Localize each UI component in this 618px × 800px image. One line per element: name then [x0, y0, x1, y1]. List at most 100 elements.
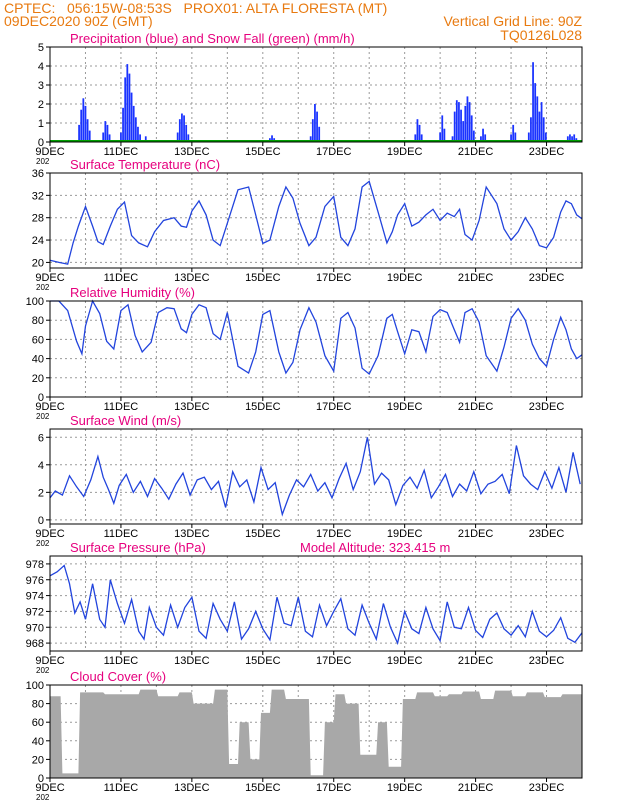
x-tick-label: 17DEC [316, 782, 352, 794]
x-tick-label: 23DEC [529, 782, 565, 794]
plot-frame [49, 684, 583, 779]
precip-bar [82, 98, 85, 142]
precip-bar [187, 134, 190, 142]
x-tick-label: 13DEC [174, 528, 210, 540]
precip-bar [512, 124, 515, 142]
x-year-label: 202 [36, 666, 50, 675]
precip-bar [514, 132, 517, 142]
precip-bar [130, 92, 133, 142]
precip-bar [132, 105, 135, 142]
y-tick-label: 0 [38, 392, 44, 404]
x-tick-label: 17DEC [316, 528, 352, 540]
precip-bar [540, 102, 543, 142]
precip-bar [137, 126, 139, 142]
precip-bar [106, 124, 109, 142]
precip-bar [414, 134, 417, 142]
y-tick-label: 976 [26, 575, 44, 587]
x-tick-label: 11DEC [104, 655, 139, 667]
precip-bar [451, 136, 454, 142]
precip-bar [439, 132, 442, 142]
precip-bar [316, 111, 318, 142]
x-tick-label: 13DEC [174, 146, 210, 158]
precip-bar [176, 132, 179, 142]
precip-bar [482, 128, 484, 142]
x-tick-label: 15DEC [245, 782, 281, 794]
precip-bar [460, 109, 462, 142]
y-tick-label: 20 [32, 257, 44, 269]
panel-title: Precipitation (blue) and Snow Fall (gree… [70, 31, 355, 46]
y-tick-label: 978 [26, 559, 44, 571]
header-station: CPTEC: 056:15W-08:53S PROX01: ALTA FLORE… [4, 0, 388, 16]
x-tick-label: 21DEC [458, 528, 494, 540]
x-tick-label: 13DEC [174, 272, 210, 284]
x-tick-label: 15DEC [245, 528, 281, 540]
y-tick-label: 0 [38, 773, 44, 785]
x-tick-label: 21DEC [458, 146, 494, 158]
precip-bar [484, 134, 487, 142]
y-tick-label: 20 [32, 373, 44, 385]
y-tick-label: 970 [26, 622, 44, 634]
x-tick-label: 23DEC [529, 401, 565, 413]
precip-bar [538, 111, 541, 142]
precip-bar [144, 136, 147, 142]
panel-title: Surface Pressure (hPa) [70, 540, 206, 555]
precip-bar [318, 126, 321, 142]
precip-bar [510, 134, 512, 142]
y-tick-label: 80 [32, 699, 44, 711]
y-tick-label: 20 [32, 754, 44, 766]
x-tick-label: 15DEC [245, 146, 281, 158]
plot-frame [49, 300, 583, 398]
x-tick-label: 9DEC [35, 782, 64, 794]
x-tick-label: 23DEC [529, 655, 565, 667]
y-tick-label: 36 [32, 168, 44, 180]
y-tick-label: 1 [38, 118, 44, 130]
x-tick-label: 15DEC [245, 401, 281, 413]
precip-bar [183, 115, 185, 142]
x-tick-label: 13DEC [174, 401, 210, 413]
precip-bar [271, 135, 273, 142]
y-tick-label: 60 [32, 717, 44, 729]
y-tick-label: 2 [38, 487, 44, 499]
x-tick-label: 17DEC [316, 272, 352, 284]
y-tick-label: 28 [32, 213, 44, 225]
precip-bar [126, 64, 129, 142]
y-tick-label: 4 [38, 460, 44, 472]
y-tick-label: 974 [26, 591, 44, 603]
x-tick-label: 21DEC [458, 782, 494, 794]
panel-title: Cloud Cover (%) [70, 669, 166, 684]
precip-bar [124, 77, 127, 142]
x-tick-label: 21DEC [458, 272, 494, 284]
y-tick-label: 80 [32, 315, 44, 327]
precip-bar [420, 134, 423, 142]
x-tick-label: 19DEC [387, 782, 423, 794]
precip-bar [470, 115, 473, 142]
x-tick-label: 9DEC [35, 528, 64, 540]
precip-bar [542, 117, 545, 142]
x-tick-label: 15DEC [245, 655, 281, 667]
y-tick-label: 60 [32, 334, 44, 346]
precip-bar [120, 132, 122, 142]
precip-bar [185, 124, 188, 142]
y-tick-label: 100 [26, 296, 44, 308]
precip-bar [544, 132, 547, 142]
precip-bar [466, 96, 469, 142]
y-tick-label: 40 [32, 736, 44, 748]
y-tick-label: 0 [38, 137, 44, 149]
x-tick-label: 19DEC [387, 401, 423, 413]
precip-bar [416, 119, 419, 142]
x-tick-label: 9DEC [35, 401, 64, 413]
precip-bar [314, 104, 316, 142]
precip-bar [102, 132, 105, 142]
y-tick-label: 100 [26, 680, 44, 692]
header-model-code: TQ0126L028 [500, 27, 582, 43]
panel-title: Surface Temperature (nC) [70, 157, 220, 172]
series-line [49, 180, 583, 265]
header-run-date: 09DEC2020 90Z (GMT) [4, 13, 153, 29]
x-tick-label: 9DEC [35, 272, 64, 284]
x-tick-label: 17DEC [316, 146, 352, 158]
precip-bar [534, 83, 537, 142]
x-tick-label: 11DEC [104, 401, 139, 413]
panel-precip: 0 1 2 3 4 5 9DEC 11DEC 13DEC 15DEC 17DEC 19DEC 21DEC… [35, 31, 583, 166]
precip-bar [86, 119, 89, 142]
